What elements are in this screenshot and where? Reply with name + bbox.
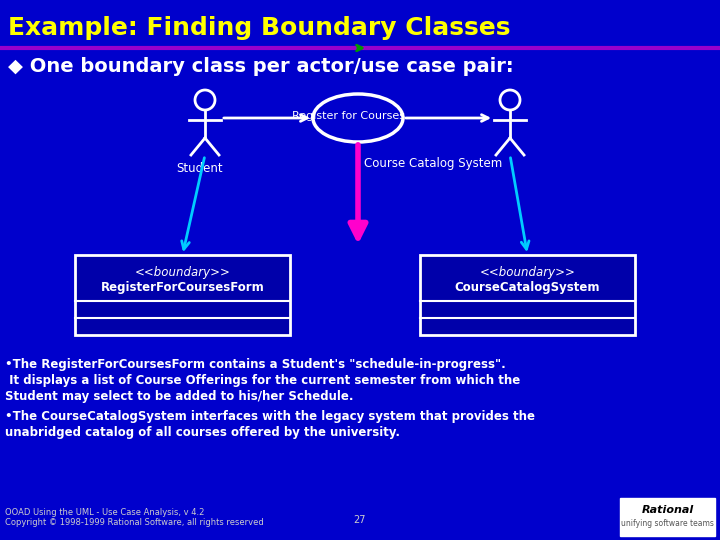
Text: Example: Finding Boundary Classes: Example: Finding Boundary Classes: [8, 16, 510, 40]
Text: unabridged catalog of all courses offered by the university.: unabridged catalog of all courses offere…: [5, 426, 400, 439]
Text: unifying software teams: unifying software teams: [621, 519, 714, 529]
Text: <<boundary>>: <<boundary>>: [480, 266, 575, 279]
Text: Register for Courses: Register for Courses: [292, 111, 405, 121]
Text: It displays a list of Course Offerings for the current semester from which the: It displays a list of Course Offerings f…: [5, 374, 521, 387]
Text: •The CourseCatalogSystem interfaces with the legacy system that provides the: •The CourseCatalogSystem interfaces with…: [5, 410, 535, 423]
Text: ◆ One boundary class per actor/use case pair:: ◆ One boundary class per actor/use case …: [8, 57, 513, 76]
FancyBboxPatch shape: [75, 255, 290, 335]
Text: RegisterForCoursesForm: RegisterForCoursesForm: [101, 281, 264, 294]
Text: Rational: Rational: [642, 505, 693, 515]
Text: •The RegisterForCoursesForm contains a Student's "schedule-in-progress".: •The RegisterForCoursesForm contains a S…: [5, 358, 505, 371]
Text: Student may select to be added to his/her Schedule.: Student may select to be added to his/he…: [5, 390, 354, 403]
Text: OOAD Using the UML - Use Case Analysis, v 4.2: OOAD Using the UML - Use Case Analysis, …: [5, 508, 204, 517]
Text: 27: 27: [354, 515, 366, 525]
Text: CourseCatalogSystem: CourseCatalogSystem: [455, 281, 600, 294]
Text: Copyright © 1998-1999 Rational Software, all rights reserved: Copyright © 1998-1999 Rational Software,…: [5, 518, 264, 527]
FancyBboxPatch shape: [620, 498, 715, 536]
Text: <<boundary>>: <<boundary>>: [135, 266, 230, 279]
Text: Course Catalog System: Course Catalog System: [364, 157, 502, 170]
FancyBboxPatch shape: [420, 255, 635, 335]
Text: Student: Student: [176, 162, 223, 175]
